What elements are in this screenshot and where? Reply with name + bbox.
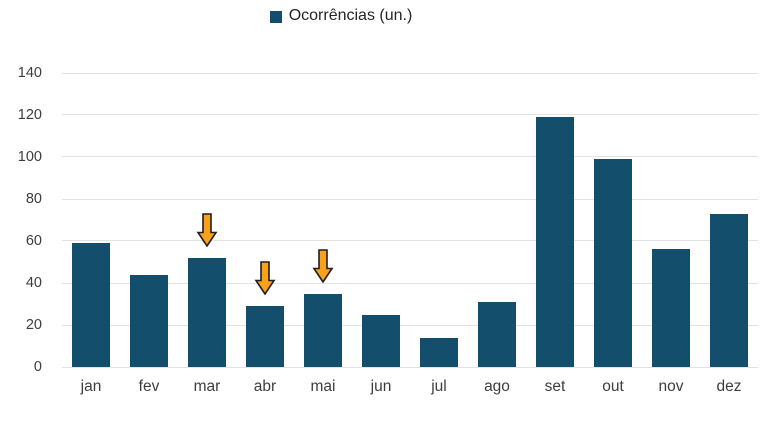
bar-mar: [188, 257, 226, 367]
bar-jan: [72, 243, 110, 367]
x-tick-label: mar: [193, 378, 221, 395]
gridline: [62, 282, 758, 284]
x-tick-label: fev: [138, 378, 160, 395]
down-arrow-icon: [196, 213, 218, 248]
bar-slot-nov: [642, 73, 700, 367]
plot-area: [62, 72, 758, 368]
x-tick-label: dez: [716, 378, 742, 395]
gridline: [62, 72, 758, 74]
bar-out: [594, 159, 632, 367]
bar-mai: [304, 293, 342, 367]
gridline: [62, 156, 758, 158]
x-tick-label: out: [602, 378, 624, 395]
x-tick-label: jan: [80, 378, 102, 395]
bar-slot-jul: [410, 73, 468, 367]
bar-set: [536, 117, 574, 367]
y-tick-label: 60: [25, 233, 42, 249]
bar-jun: [362, 314, 400, 367]
down-arrow-icon: [254, 261, 276, 296]
bar-jul: [420, 337, 458, 367]
x-tick-label: jul: [431, 378, 447, 395]
y-tick-label: 20: [25, 317, 42, 333]
y-tick-label: 0: [33, 359, 42, 375]
bar-abr: [246, 306, 284, 367]
bar-slot-mar: [178, 73, 236, 367]
gridline: [62, 366, 758, 368]
bar-slot-fev: [120, 73, 178, 367]
y-tick-label: 140: [17, 65, 42, 81]
down-arrow-icon: [312, 248, 334, 283]
x-tick-label: mai: [310, 378, 336, 395]
bar-slot-out: [584, 73, 642, 367]
bar-slot-mai: [294, 73, 352, 367]
bar-slot-ago: [468, 73, 526, 367]
bar-dez: [710, 213, 748, 367]
legend: Ocorrências (un.): [0, 7, 682, 25]
x-tick-label: set: [544, 378, 566, 395]
y-tick-label: 80: [25, 191, 42, 207]
x-tick-label: jun: [370, 378, 392, 395]
bar-slot-jan: [62, 73, 120, 367]
x-axis: jan fev mar abr mai jun jul ago set out nov dez: [62, 378, 758, 396]
bar-slot-jun: [352, 73, 410, 367]
y-tick-label: 40: [25, 275, 42, 291]
bar-slot-set: [526, 73, 584, 367]
gridline: [62, 114, 758, 116]
y-tick-label: 100: [17, 149, 42, 165]
y-axis: 0 20 40 60 80 100 120 140: [0, 65, 46, 375]
gridline: [62, 324, 758, 326]
gridline: [62, 198, 758, 200]
legend-swatch-icon: [269, 10, 282, 23]
bar-ago: [478, 301, 516, 367]
y-tick-label: 120: [17, 107, 42, 123]
gridline: [62, 240, 758, 242]
bar-slot-abr: [236, 73, 294, 367]
bar-slot-dez: [700, 73, 758, 367]
x-tick-label: abr: [253, 378, 277, 395]
bar-fev: [130, 274, 168, 367]
bar-nov: [652, 249, 690, 367]
x-tick-label: ago: [484, 378, 510, 395]
x-tick-label: nov: [658, 378, 684, 395]
legend-label: Ocorrências (un.): [288, 7, 413, 24]
